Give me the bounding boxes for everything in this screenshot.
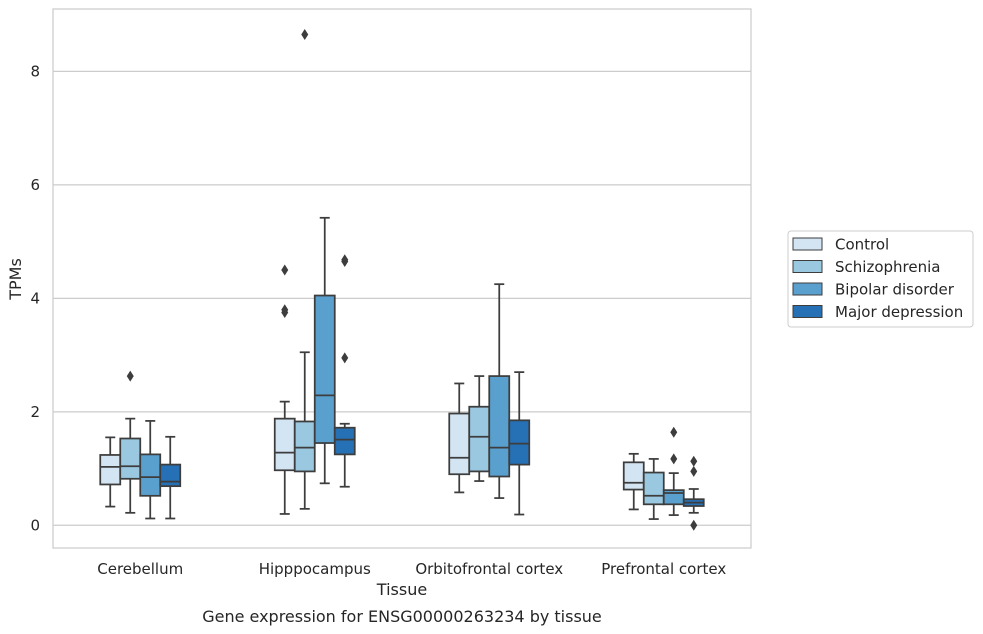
- outlier-point: [341, 352, 349, 364]
- legend-frame: [787, 230, 974, 328]
- outlier-point: [690, 455, 698, 467]
- box-control: [99, 436, 122, 508]
- legend-label: Bipolar disorder: [835, 281, 955, 299]
- outlier-point: [690, 465, 698, 477]
- outlier-point: [670, 453, 678, 465]
- x-axis-title: Tissue: [376, 580, 427, 599]
- y-tick-label: 4: [30, 289, 40, 307]
- box-body: [139, 453, 162, 497]
- legend-label: Control: [835, 236, 889, 254]
- box-body: [642, 471, 665, 506]
- box-major-depression: [159, 435, 182, 520]
- box-body: [273, 417, 296, 472]
- figure-caption: Gene expression for ENSG00000263234 by t…: [202, 607, 602, 626]
- outlier-point: [670, 426, 678, 438]
- box-schizophrenia: [642, 458, 665, 520]
- box-control: [273, 264, 296, 515]
- box-body: [313, 294, 336, 444]
- box-schizophrenia: [468, 375, 491, 482]
- outlier-point: [281, 304, 289, 316]
- box-bipolar-disorder: [662, 426, 685, 516]
- box-major-depression: [682, 455, 705, 531]
- box-body: [333, 426, 356, 456]
- box-control: [448, 382, 471, 494]
- x-tick-label: Hipppocampus: [259, 560, 371, 578]
- legend: Control Schizophrenia Bipolar disorder Majo…: [787, 230, 974, 328]
- box-body: [293, 420, 316, 473]
- box-schizophrenia: [119, 370, 142, 514]
- y-tick-label: 0: [30, 516, 40, 534]
- x-tick-labels: Cerebellum Hipppocampus Orbitofrontal cort…: [97, 560, 726, 578]
- box-major-depression: [333, 254, 356, 488]
- legend-swatch: [792, 260, 823, 273]
- box-body: [99, 454, 122, 486]
- legend-label: Major depression: [835, 303, 963, 321]
- box-body: [488, 375, 511, 478]
- box-body: [468, 405, 491, 473]
- outlier-point: [341, 254, 349, 266]
- outlier-point: [301, 29, 309, 41]
- box-major-depression: [508, 371, 531, 516]
- legend-label: Schizophrenia: [835, 258, 940, 276]
- legend-swatch: [792, 237, 823, 251]
- box-body: [119, 437, 142, 480]
- y-tick-label: 8: [30, 62, 40, 80]
- x-tick-label: Orbitofrontal cortex: [415, 560, 563, 578]
- box-body: [622, 461, 645, 491]
- box-body: [508, 419, 531, 466]
- x-tick-label: Prefrontal cortex: [601, 560, 726, 578]
- x-tick-label: Cerebellum: [97, 560, 183, 578]
- box-body: [159, 463, 182, 488]
- y-gridlines: [53, 70, 751, 526]
- box-body: [448, 412, 471, 476]
- legend-swatch: [792, 282, 823, 296]
- y-axis-title: TPMs: [6, 258, 25, 301]
- box-bipolar-disorder: [313, 216, 336, 485]
- box-groups: [99, 29, 705, 531]
- outlier-point: [690, 519, 698, 531]
- y-tick-labels: 0 2 4 6 8: [30, 62, 40, 534]
- box-control: [622, 452, 645, 511]
- legend-swatch: [792, 305, 823, 318]
- plot-background: [53, 9, 751, 548]
- box-bipolar-disorder: [488, 283, 511, 499]
- outlier-point: [281, 264, 289, 276]
- box-schizophrenia: [293, 29, 316, 510]
- plot-frame: [52, 8, 752, 549]
- y-tick-label: 2: [30, 403, 40, 421]
- y-tick-label: 6: [30, 176, 40, 194]
- outlier-point: [126, 370, 134, 382]
